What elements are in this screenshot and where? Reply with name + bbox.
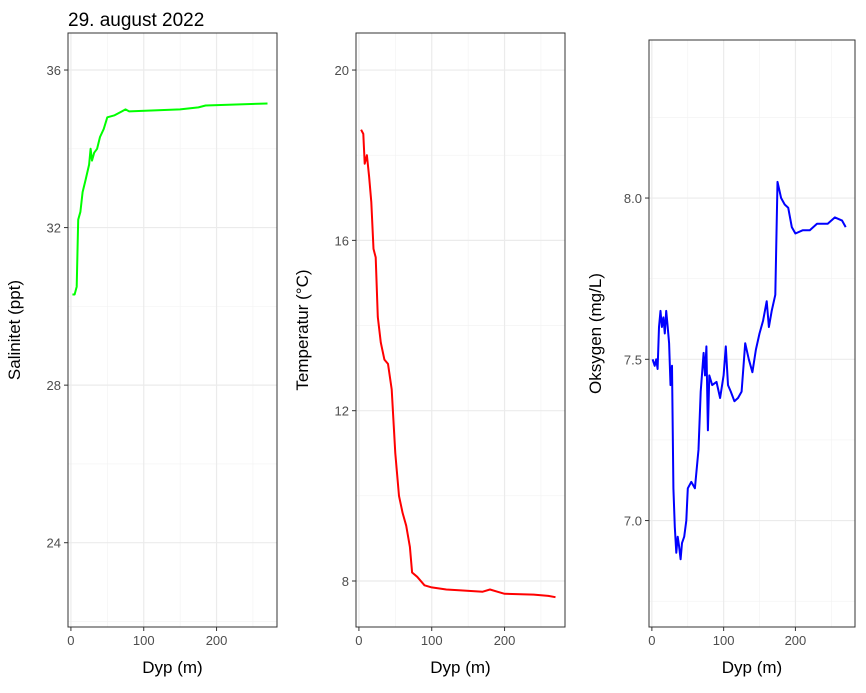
y-tick-label: 12 [335,404,349,419]
x-tick-label: 200 [785,633,807,648]
x-tick-label: 100 [133,633,155,648]
panel-border [355,32,566,628]
y-tick-label: 16 [335,233,349,248]
y-tick-label: 7.5 [624,352,642,367]
x-tick-label: 100 [713,633,735,648]
x-tick-label: 0 [67,633,74,648]
panel-border [67,32,278,628]
x-tick-label: 0 [355,633,362,648]
panel-3: 0 100 200 7.0 7.5 8.0 Dyp (m) Oksygen (mg/L) [586,39,856,677]
panel-2: 0 100 200 8 12 16 20 Dyp (m) Temperatur (°C) [293,32,566,677]
series-line [651,180,847,561]
series-line [72,102,268,296]
y-tick-label: 7.0 [624,514,642,529]
panel-1: 0 100 200 24 28 32 36 Dyp (m) Salinitet (ppt) [5,32,278,677]
chart-title: 29. august 2022 [68,10,204,31]
y-axis-label: Temperatur (°C) [293,269,312,390]
y-tick-label: 32 [47,221,61,236]
y-tick-label: 36 [47,63,61,78]
y-tick-label: 20 [335,63,349,78]
panel-border [648,39,856,628]
y-tick-label: 28 [47,378,61,393]
x-tick-label: 200 [206,633,228,648]
x-tick-label: 100 [421,633,443,648]
x-axis-label: Dyp (m) [142,658,202,677]
x-axis-label: Dyp (m) [430,658,490,677]
x-axis-label: Dyp (m) [722,658,782,677]
y-axis-label: Oksygen (mg/L) [586,273,605,394]
y-tick-label: 8 [342,574,349,589]
x-tick-label: 200 [494,633,516,648]
y-axis-label: Salinitet (ppt) [5,280,24,380]
x-tick-label: 0 [648,633,655,648]
series-line [360,129,556,599]
y-tick-label: 24 [47,536,61,551]
y-tick-label: 8.0 [624,191,642,206]
